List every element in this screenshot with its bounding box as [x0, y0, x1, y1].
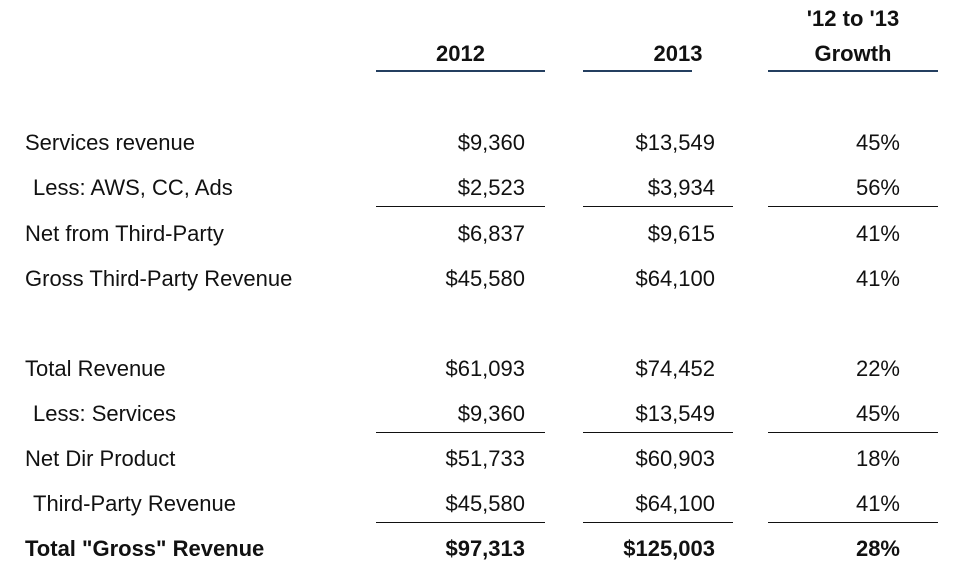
separator-line — [583, 206, 733, 207]
header-rule-2012 — [376, 70, 545, 72]
header-growth-line1: '12 to '13 — [806, 6, 900, 31]
separator-line — [768, 206, 938, 207]
table-row-net-dir-product: Net Dir Product $51,733 $60,903 18% — [0, 442, 960, 476]
table-row-net-third-party: Net from Third-Party $6,837 $9,615 41% — [0, 217, 960, 251]
value-growth: 28% — [855, 536, 900, 561]
separator-line — [376, 206, 545, 207]
value-2013: $64,100 — [635, 491, 715, 516]
row-label: Less: AWS, CC, Ads — [33, 175, 233, 200]
row-label: Total Revenue — [25, 356, 166, 381]
table-row-services-revenue: Services revenue $9,360 $13,549 45% — [0, 126, 960, 160]
value-2012: $6,837 — [457, 221, 525, 246]
value-2012: $2,523 — [457, 175, 525, 200]
value-2012: $97,313 — [445, 536, 525, 561]
value-2012: $45,580 — [445, 491, 525, 516]
value-growth: 45% — [855, 130, 900, 155]
row-label: Total "Gross" Revenue — [25, 536, 265, 561]
separator-line — [768, 522, 938, 523]
row-label: Gross Third-Party Revenue — [25, 266, 293, 291]
value-growth: 45% — [855, 401, 900, 426]
table-row-gross-third-party: Gross Third-Party Revenue $45,580 $64,10… — [0, 262, 960, 296]
value-2013: $125,003 — [623, 536, 715, 561]
separator-line — [376, 432, 545, 433]
separator-line — [583, 432, 733, 433]
separator-line — [376, 522, 545, 523]
separator-line — [768, 432, 938, 433]
value-2013: $13,549 — [635, 130, 715, 155]
table-row-less-aws: Less: AWS, CC, Ads $2,523 $3,934 56% — [0, 171, 960, 205]
row-label: Services revenue — [25, 130, 195, 155]
separator-line — [583, 522, 733, 523]
table-row-less-services: Less: Services $9,360 $13,549 45% — [0, 397, 960, 431]
value-2013: $3,934 — [647, 175, 715, 200]
value-2013: $9,615 — [647, 221, 715, 246]
value-2012: $9,360 — [457, 401, 525, 426]
value-2013: $13,549 — [635, 401, 715, 426]
header-rule-2013 — [583, 70, 692, 72]
value-2013: $60,903 — [635, 446, 715, 471]
value-2013: $74,452 — [635, 356, 715, 381]
table-row-third-party-revenue: Third-Party Revenue $45,580 $64,100 41% — [0, 487, 960, 521]
header-2013: 2013 — [653, 41, 703, 66]
value-2012: $61,093 — [445, 356, 525, 381]
header-2012: 2012 — [436, 41, 485, 66]
value-growth: 41% — [855, 491, 900, 516]
header-rule-growth — [768, 70, 938, 72]
value-2012: $51,733 — [445, 446, 525, 471]
value-growth: 56% — [855, 175, 900, 200]
row-label: Net Dir Product — [25, 446, 176, 471]
value-growth: 41% — [855, 266, 900, 291]
header-growth-line2: Growth — [814, 41, 892, 66]
value-growth: 18% — [855, 446, 900, 471]
table-row-total-revenue: Total Revenue $61,093 $74,452 22% — [0, 352, 960, 386]
row-label: Net from Third-Party — [25, 221, 224, 246]
row-label: Less: Services — [33, 401, 177, 426]
value-growth: 22% — [855, 356, 900, 381]
value-2013: $64,100 — [635, 266, 715, 291]
value-2012: $45,580 — [445, 266, 525, 291]
table-row-total-gross-revenue: Total "Gross" Revenue $97,313 $125,003 2… — [0, 532, 960, 566]
value-growth: 41% — [855, 221, 900, 246]
value-2012: $9,360 — [457, 130, 525, 155]
row-label: Third-Party Revenue — [33, 491, 236, 516]
